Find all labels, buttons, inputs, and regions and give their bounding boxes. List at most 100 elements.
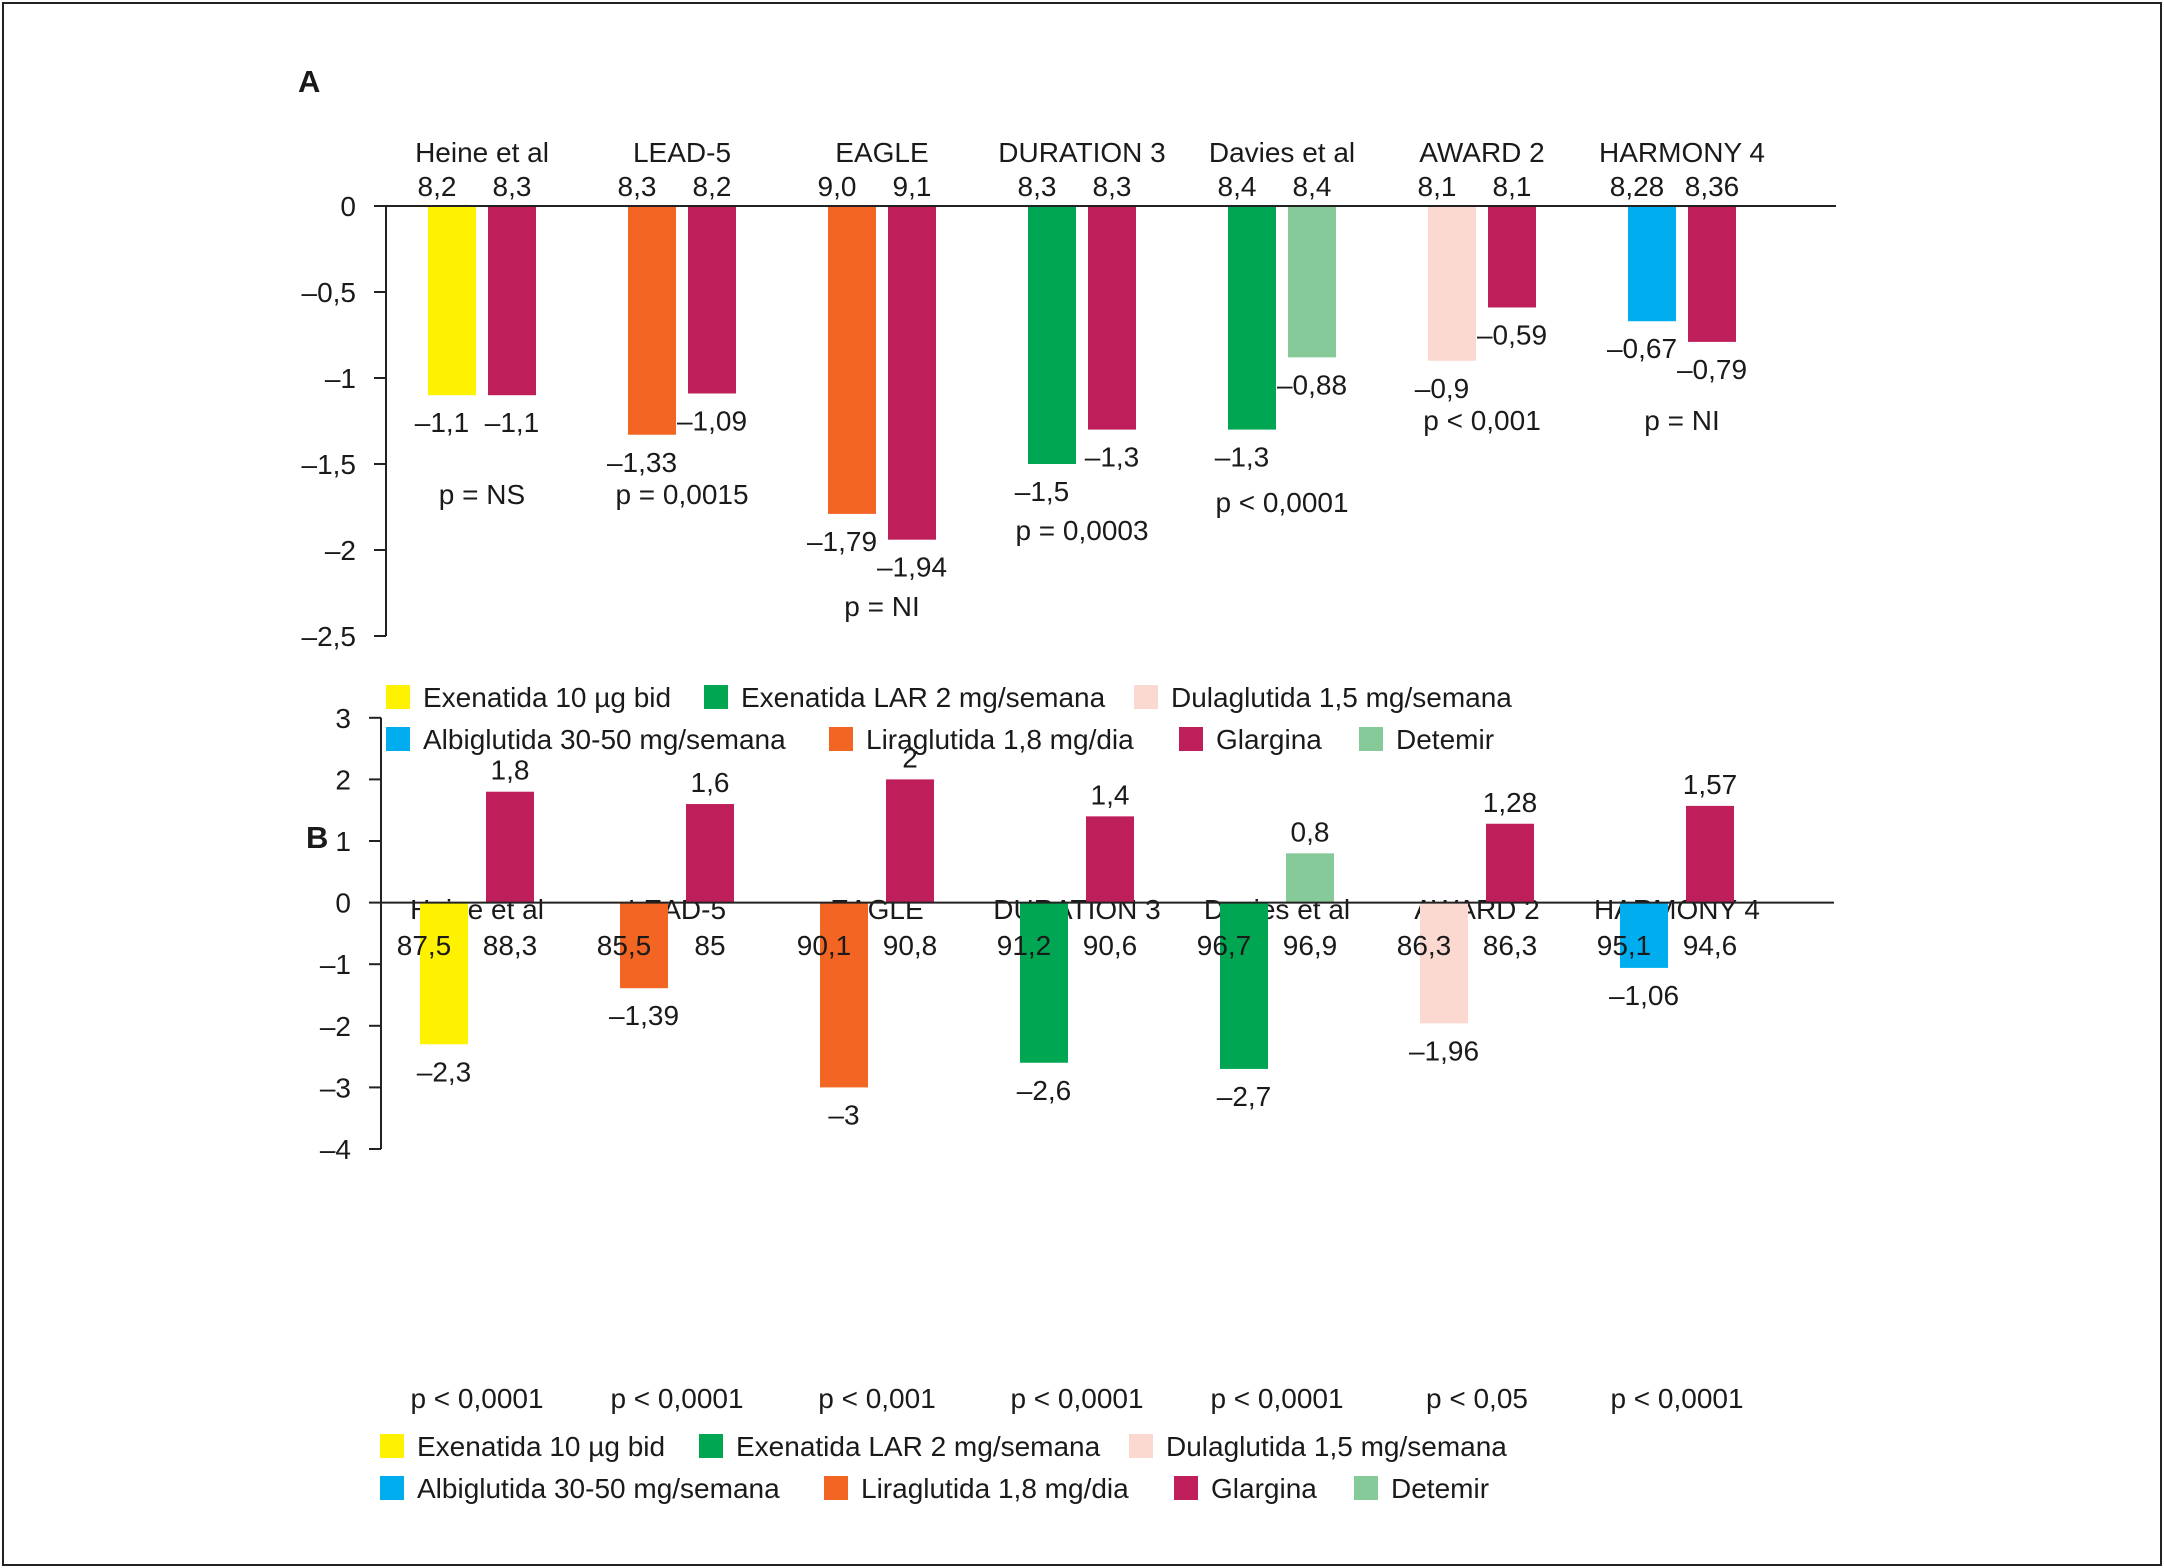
study-name-label: EAGLE [835,137,928,168]
bar-value-label: 1,6 [691,767,730,798]
bar-value-label: –1,1 [485,407,540,438]
p-value-label: p < 0,05 [1426,1383,1528,1414]
bar-exenatida-lar [1028,206,1076,464]
bar-albiglutida [1620,902,1668,968]
baseline-value-label: 8,1 [1493,171,1532,202]
bar-value-label: –1,5 [1015,476,1070,507]
baseline-value-label: 8,3 [1018,171,1057,202]
baseline-value-label: 87,5 [397,930,452,961]
bar-glargina [1086,816,1134,903]
y-tick-label: –3 [320,1072,351,1103]
bar-value-label: –1,94 [877,552,947,583]
panel-b-letter: B [306,820,328,855]
bar-value-label: –1,3 [1085,442,1140,473]
y-tick-label: –2,5 [302,621,357,652]
legend-label: Dulaglutida 1,5 mg/semana [1171,682,1512,713]
study-name-label: HARMONY 4 [1594,894,1760,925]
bar-exenatida [420,902,468,1045]
y-tick-label: 3 [335,703,351,734]
legend-swatch-exenatida-lar [699,1434,723,1458]
legend-label: Exenatida LAR 2 mg/semana [741,682,1106,713]
bar-value-label: –1,33 [607,447,677,478]
study-name-label: Heine et al [415,137,549,168]
p-value-label: p < 0,0001 [610,1383,743,1414]
bar-liraglutida [828,206,876,514]
bar-value-label: –0,79 [1677,354,1747,385]
p-value-label: p < 0,0001 [1215,487,1348,518]
p-value-label: p = 0,0003 [1015,515,1148,546]
study-name-label: DURATION 3 [993,894,1161,925]
bar-liraglutida [620,902,668,989]
legend-a: Exenatida 10 µg bid Exenatida LAR 2 mg/se… [386,682,1512,755]
legend-swatch-glargina [1179,727,1203,751]
legend-label: Exenatida 10 µg bid [417,1431,665,1462]
baseline-value-label: 8,4 [1293,171,1332,202]
baseline-value-label: 8,3 [493,171,532,202]
legend-swatch-liraglutida [829,727,853,751]
study-name-label: HARMONY 4 [1599,137,1765,168]
bar-value-label: –0,88 [1277,369,1347,400]
bar-value-label: –0,9 [1415,373,1470,404]
bar-glargina [688,206,736,394]
baseline-value-label: 95,1 [1597,930,1652,961]
study-name-label: AWARD 2 [1419,137,1545,168]
y-tick-label: 0 [340,191,356,222]
baseline-value-label: 8,2 [418,171,457,202]
bar-glargina [1088,206,1136,430]
p-value-label: p = NI [844,591,919,622]
bar-value-label: –1,79 [807,526,877,557]
baseline-value-label: 9,0 [818,171,857,202]
bar-liraglutida [628,206,676,435]
legend-label: Dulaglutida 1,5 mg/semana [1166,1431,1507,1462]
legend-swatch-glargina [1174,1476,1198,1500]
baseline-value-label: 8,2 [693,171,732,202]
baseline-value-label: 90,1 [797,930,852,961]
legend-swatch-dulaglutida [1129,1434,1153,1458]
bar-glargina [1688,206,1736,342]
baseline-value-label: 90,6 [1083,930,1138,961]
y-tick-label: 0 [335,888,351,919]
baseline-value-label: 91,2 [997,930,1052,961]
bar-value-label: 1,4 [1091,779,1130,810]
y-tick-label: –0,5 [302,277,357,308]
study-name-label: DURATION 3 [998,137,1166,168]
bar-value-label: –3 [828,1099,859,1130]
study-name-label: Davies et al [1209,137,1355,168]
y-tick-label: –1,5 [302,449,357,480]
p-value-label: p < 0,001 [1423,405,1541,436]
bar-value-label: –2,7 [1217,1081,1272,1112]
p-value-label: p < 0,0001 [1210,1383,1343,1414]
baseline-value-label: 8,1 [1418,171,1457,202]
panel-a-letter: A [298,64,320,99]
bar-value-label: –2,6 [1017,1075,1072,1106]
bar-exenatida-lar [1220,902,1268,1069]
bar-liraglutida [820,902,868,1088]
bar-value-label: –1,3 [1215,442,1270,473]
bar-glargina [488,206,536,396]
y-tick-label: 1 [335,826,351,857]
legend-swatch-detemir [1359,727,1383,751]
bar-exenatida-lar [1020,902,1068,1063]
baseline-value-label: 96,9 [1283,930,1338,961]
bar-value-label: –2,3 [417,1056,472,1087]
legend-label: Exenatida LAR 2 mg/semana [736,1431,1101,1462]
baseline-value-label: 86,3 [1397,930,1452,961]
baseline-value-label: 8,3 [1093,171,1132,202]
legend-swatch-albiglutida [380,1476,404,1500]
p-value-label: p < 0,0001 [410,1383,543,1414]
legend-swatch-dulaglutida [1134,685,1158,709]
p-value-label: p < 0,0001 [1610,1383,1743,1414]
legend-swatch-exenatida [380,1434,404,1458]
baseline-value-label: 96,7 [1197,930,1252,961]
legend-label: Glargina [1216,724,1322,755]
baseline-value-label: 86,3 [1483,930,1538,961]
bar-value-label: 1,57 [1683,769,1738,800]
bar-value-label: –0,59 [1477,319,1547,350]
p-value-label: p = NS [439,479,525,510]
legend-label: Exenatida 10 µg bid [423,682,671,713]
bar-value-label: –0,67 [1607,333,1677,364]
legend-swatch-liraglutida [824,1476,848,1500]
